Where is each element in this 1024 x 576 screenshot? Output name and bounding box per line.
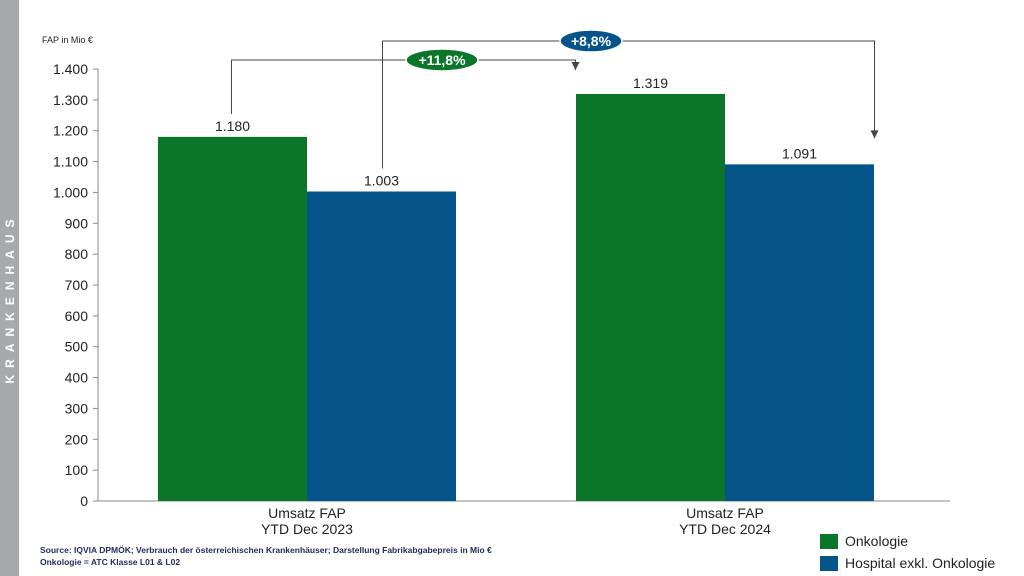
y-tick-label: 0: [80, 493, 88, 509]
legend: Onkologie Hospital exkl. Onkologie: [820, 530, 995, 574]
y-tick-label: 600: [65, 308, 89, 324]
y-tick-label: 800: [65, 246, 89, 262]
y-tick-label: 900: [65, 215, 89, 231]
legend-swatch-onkologie: [820, 533, 838, 549]
growth-arrow-head: [571, 61, 580, 70]
x-category-label: Umsatz FAP: [268, 505, 346, 521]
growth-badge: [405, 48, 479, 72]
source-line-onkologie: Onkologie = ATC Klasse L01 & L02: [40, 557, 181, 567]
growth-connector-line: [231, 59, 576, 114]
x-category-label: YTD Dec 2024: [679, 521, 771, 537]
bar-data-label: 1.091: [782, 145, 817, 161]
y-tick-label: 700: [65, 277, 89, 293]
y-tick-label: 1.000: [53, 184, 88, 200]
bar-data-label: 1.180: [215, 118, 250, 134]
bar-data-label: 1.319: [633, 75, 668, 91]
x-category-label: Umsatz FAP: [686, 505, 764, 521]
bar-data-label: 1.003: [364, 173, 399, 189]
y-tick-label: 1.100: [53, 154, 88, 170]
legend-item-onkologie: Onkologie: [820, 530, 995, 552]
y-tick-label: 1.300: [53, 92, 88, 108]
legend-swatch-hospital: [820, 555, 838, 571]
growth-badge-label: +11,8%: [418, 52, 466, 68]
x-category-label: YTD Dec 2023: [261, 521, 353, 537]
side-band: [0, 0, 19, 576]
bar-onkologie: [158, 136, 307, 501]
growth-badge: [559, 29, 623, 53]
source-note: Source: IQVIA DPMÖK; Verbrauch der öster…: [40, 544, 492, 568]
y-tick-label: 300: [65, 400, 89, 416]
y-tick-label: 200: [65, 431, 89, 447]
bar-hospital: [725, 164, 874, 501]
growth-badge-label: +8,8%: [571, 33, 612, 49]
bar-onkologie: [576, 93, 725, 501]
legend-label-onkologie: Onkologie: [845, 533, 909, 549]
growth-connector-line: [382, 40, 875, 169]
y-tick-label: 500: [65, 339, 89, 355]
y-tick-label: 1.200: [53, 123, 88, 139]
y-tick-label: 100: [65, 462, 89, 478]
growth-arrow-head: [870, 130, 879, 139]
source-line: Source: IQVIA DPMÖK; Verbrauch der öster…: [40, 545, 492, 555]
bar-hospital: [307, 191, 456, 501]
y-tick-label: 400: [65, 370, 89, 386]
legend-label-hospital: Hospital exkl. Onkologie: [845, 555, 996, 571]
legend-item-hospital: Hospital exkl. Onkologie: [820, 552, 995, 574]
y-tick-label: 1.400: [53, 61, 88, 77]
y-axis-label: FAP in Mio €: [42, 35, 93, 45]
